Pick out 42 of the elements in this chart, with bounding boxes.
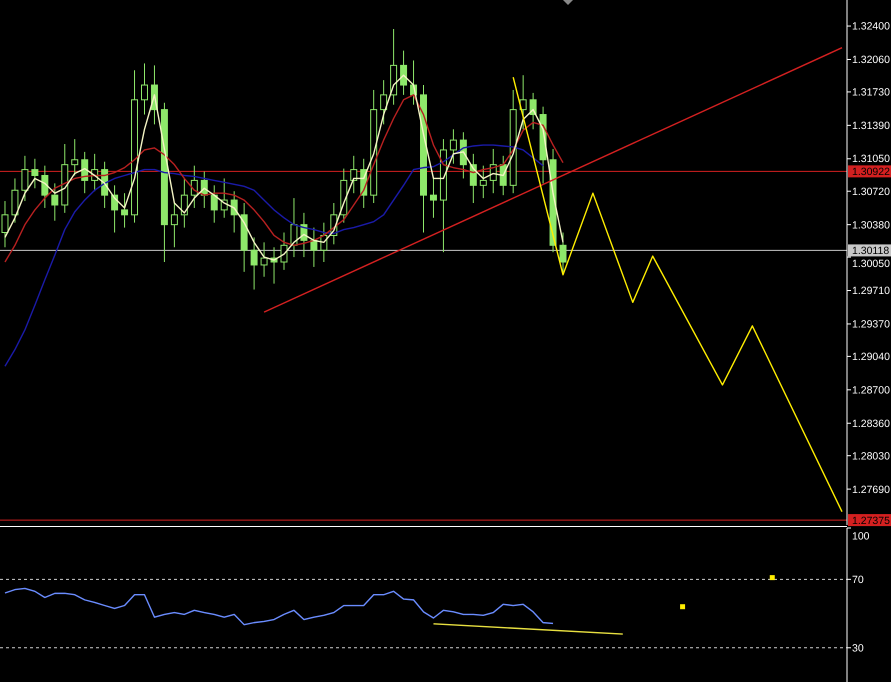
y-tick-label: 1.28360: [852, 418, 890, 430]
y-tick-label: 1.30720: [852, 186, 890, 198]
y-tick-label: 1.29370: [852, 318, 890, 331]
ref-line-label: 1.30922: [852, 166, 890, 178]
y-tick-label: 1.31390: [852, 120, 890, 132]
ref-line-label: 1.30118: [852, 245, 890, 258]
candlestick: [400, 50, 408, 96]
y-tick-label: 1.32400: [852, 20, 890, 33]
y-tick-label: 70: [852, 574, 864, 586]
y-tick-label: 1.28030: [852, 450, 890, 462]
y-tick-label: 30: [852, 642, 864, 654]
candlestick: [21, 155, 28, 202]
y-tick-label: 1.29040: [852, 351, 890, 364]
line-series: [4, 144, 544, 367]
candlestick: [170, 202, 178, 248]
y-tick-label: 1.30380: [852, 219, 890, 232]
candlestick: [121, 192, 128, 228]
line-series: [512, 76, 843, 512]
y-tick-label: 1.31730: [852, 86, 890, 99]
y-tick-label: 1.29710: [852, 285, 890, 298]
candlestick: [31, 158, 38, 189]
candlestick: [111, 184, 118, 234]
candlestick: [560, 232, 566, 272]
candlestick: [260, 242, 268, 278]
candlestick: [430, 178, 437, 218]
candlestick: [51, 182, 58, 222]
ref-line-label: 1.27375: [852, 514, 890, 527]
y-tick-label: 1.27690: [852, 484, 890, 496]
candlestick: [1, 200, 8, 248]
candlestick: [41, 165, 48, 208]
y-tick-label: 1.31050: [852, 153, 890, 166]
candlestick: [380, 80, 388, 125]
candlestick: [71, 138, 78, 176]
candlestick: [480, 165, 487, 199]
candlestick: [250, 236, 258, 290]
y-tick-label: 100: [852, 530, 870, 543]
candlestick: [180, 178, 188, 228]
candlestick: [141, 62, 148, 116]
y-tick-label: 1.28700: [852, 384, 890, 396]
candlestick: [450, 128, 457, 164]
y-tick-label: 1.30050: [852, 258, 890, 270]
y-tick-label: 1.32060: [852, 54, 890, 66]
